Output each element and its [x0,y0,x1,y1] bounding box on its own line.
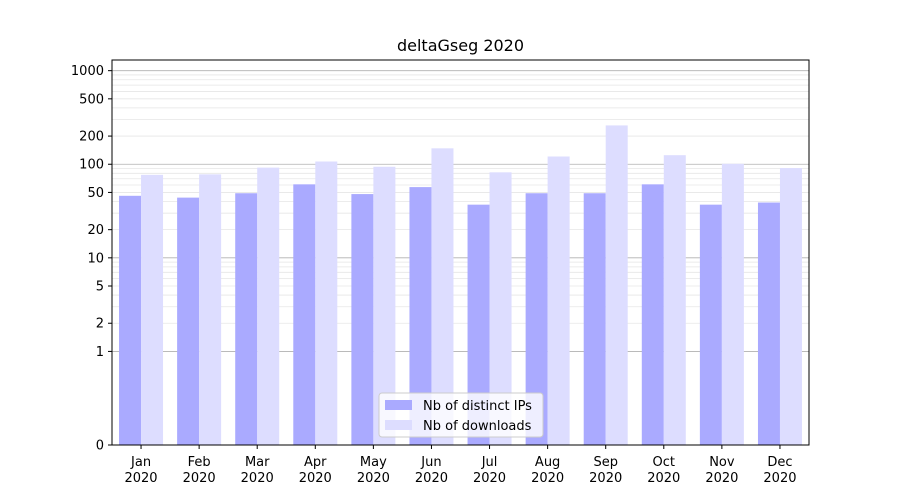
x-tick-label: Oct 2020 [647,455,680,486]
y-tick-label: 200 [79,130,104,145]
grid-lines [112,70,809,352]
bar-distinct-ips [525,193,548,445]
y-tick-label: 0 [96,439,104,454]
x-tick-label: Jul 2020 [473,455,506,486]
bar-downloads [373,166,396,446]
legend-swatch [385,400,412,410]
bar-downloads [663,155,686,445]
legend-box [378,392,544,438]
bar-downloads [489,172,512,446]
legend: Nb of distinct IPs Nb of downloads [378,392,544,438]
x-tick-label: Aug 2020 [531,455,564,486]
x-tick-label: Jan 2020 [124,455,157,486]
bar-downloads [315,161,338,445]
bars [119,125,802,446]
bar-distinct-ips [699,204,722,445]
x-tick-label: Apr 2020 [299,455,332,486]
bar-downloads [605,125,628,445]
bar-downloads [257,167,280,445]
y-tick-label: 500 [79,92,104,107]
y-tick-label: 100 [79,158,104,173]
bar-distinct-ips [641,184,664,445]
bar-distinct-ips [293,184,316,445]
chart-title: deltaGseg 2020 [397,36,524,55]
y-tick-label: 1000 [71,64,104,79]
x-tick-label: Sep 2020 [589,455,622,486]
x-tick-label: Nov 2020 [705,455,738,486]
y-tick-label: 20 [87,223,104,238]
bar-distinct-ips [177,197,200,445]
x-tick-label: Mar 2020 [241,455,274,486]
x-tick-label: Dec 2020 [763,455,796,486]
legend-label: Nb of distinct IPs [423,399,532,414]
y-tick-label: 5 [96,280,104,295]
y-tick-label: 2 [96,317,104,332]
bar-distinct-ips [757,202,780,445]
y-tick-label: 10 [87,251,104,266]
legend-swatch [385,420,412,430]
bar-distinct-ips [467,204,490,445]
bar-downloads [141,174,164,445]
plot-frame [111,59,810,446]
bar-distinct-ips [351,194,374,445]
x-tick-label: May 2020 [357,455,390,486]
x-tick-label: Feb 2020 [183,455,216,486]
bar-downloads [547,156,570,446]
bar-distinct-ips [583,193,606,445]
bar-downloads [721,163,744,445]
legend-label: Nb of downloads [423,419,532,434]
y-tick-label: 1 [96,345,104,360]
bar-downloads [779,168,802,445]
bar-downloads [199,174,222,445]
bar-distinct-ips [409,187,432,445]
y-tick-label: 50 [87,186,104,201]
axes: 0 1 2 5 10 20 50 100 200 500 1000 Jan 2020 Feb 2020 Mar… [71,59,810,486]
x-tick-label: Jun 2020 [415,455,448,486]
bar-downloads [431,148,454,446]
bar-distinct-ips [235,193,258,445]
bar-distinct-ips [119,195,142,445]
